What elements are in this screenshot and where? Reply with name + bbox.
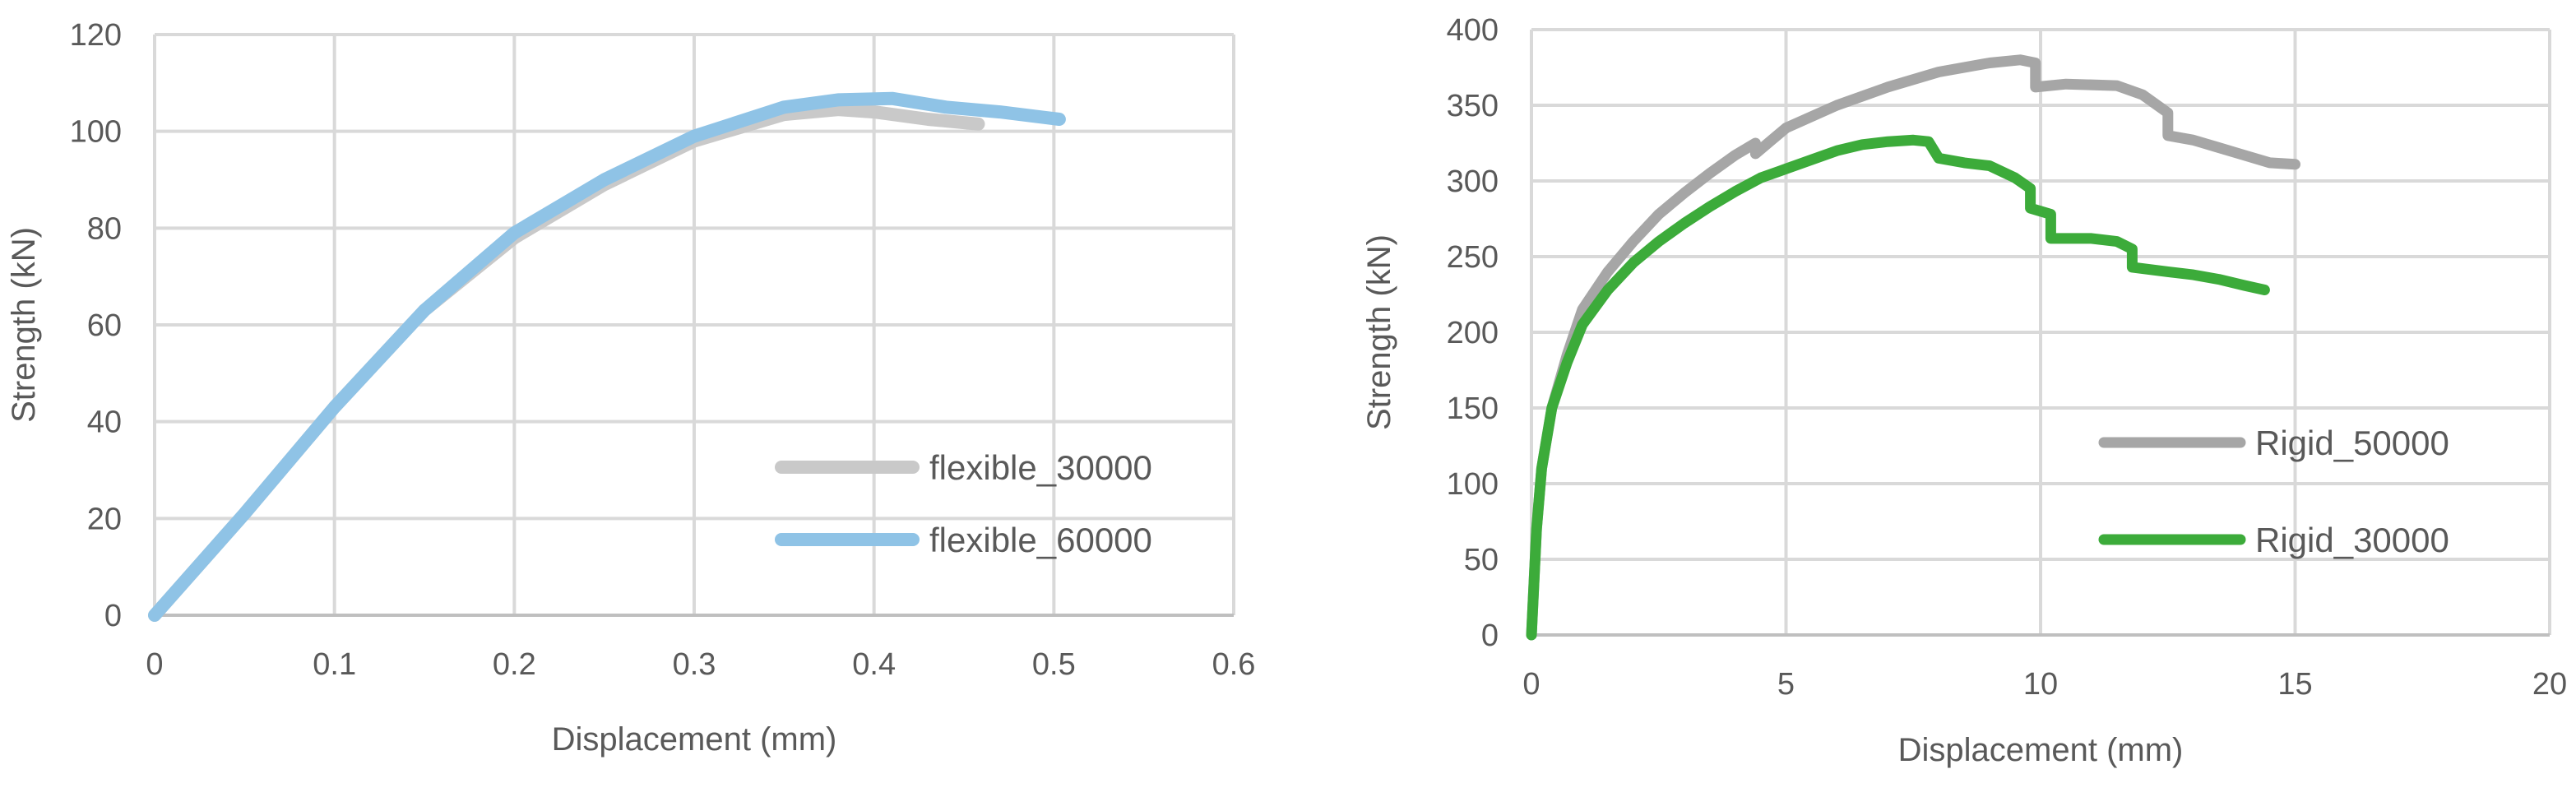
chart-rigid: 0 50 100 150 200 250 300 350 400 0 5 10 15 20 Displace… xyxy=(1361,13,2567,768)
y-tick-label: 80 xyxy=(87,211,122,246)
x-tick-label: 0.5 xyxy=(1032,647,1076,682)
y-tick-label: 120 xyxy=(70,18,122,53)
x-tick-label: 0.1 xyxy=(313,647,356,682)
x-tick-label: 10 xyxy=(2023,667,2058,702)
x-tick-label: 20 xyxy=(2532,667,2567,702)
legend-label: flexible_60000 xyxy=(929,521,1152,559)
y-axis-title: Strength (kN) xyxy=(1361,234,1397,430)
x-tick-label: 0 xyxy=(1522,667,1540,702)
y-tick-label: 0 xyxy=(104,599,122,633)
y-tick-label: 350 xyxy=(1447,89,1499,123)
x-tick-label: 5 xyxy=(1777,667,1795,702)
legend-label: Rigid_50000 xyxy=(2255,424,2449,462)
x-tick-label: 0.3 xyxy=(673,647,716,682)
x-tick-label: 0.4 xyxy=(852,647,896,682)
x-tick-label: 0 xyxy=(146,647,163,682)
x-tick-label: 0.6 xyxy=(1212,647,1256,682)
y-axis-title: Strength (kN) xyxy=(6,227,42,423)
x-axis-title: Displacement (mm) xyxy=(552,721,837,758)
y-tick-label: 0 xyxy=(1481,619,1499,653)
y-tick-label: 300 xyxy=(1447,164,1499,199)
y-tick-label: 60 xyxy=(87,308,122,343)
y-tick-label: 100 xyxy=(70,115,122,150)
x-axis-title: Displacement (mm) xyxy=(1898,732,2184,768)
chart-flexible: 0 20 40 60 80 100 120 0 0.1 0.2 0.3 0.4 0.5 0.6 Displa… xyxy=(6,18,1255,758)
y-tick-label: 100 xyxy=(1447,467,1499,502)
y-tick-label: 20 xyxy=(87,502,122,536)
x-tick-label: 15 xyxy=(2277,667,2312,702)
y-tick-label: 150 xyxy=(1447,392,1499,426)
x-tick-label: 0.2 xyxy=(493,647,536,682)
series-line xyxy=(148,91,1066,622)
legend-label: Rigid_30000 xyxy=(2255,521,2449,559)
series-line xyxy=(1526,134,2270,641)
y-tick-label: 400 xyxy=(1447,13,1499,48)
series-line xyxy=(1526,54,2300,641)
y-tick-label: 50 xyxy=(1464,543,1499,577)
legend-label: flexible_30000 xyxy=(929,448,1152,487)
y-tick-label: 200 xyxy=(1447,316,1499,350)
y-tick-label: 40 xyxy=(87,405,122,440)
y-tick-label: 250 xyxy=(1447,240,1499,275)
